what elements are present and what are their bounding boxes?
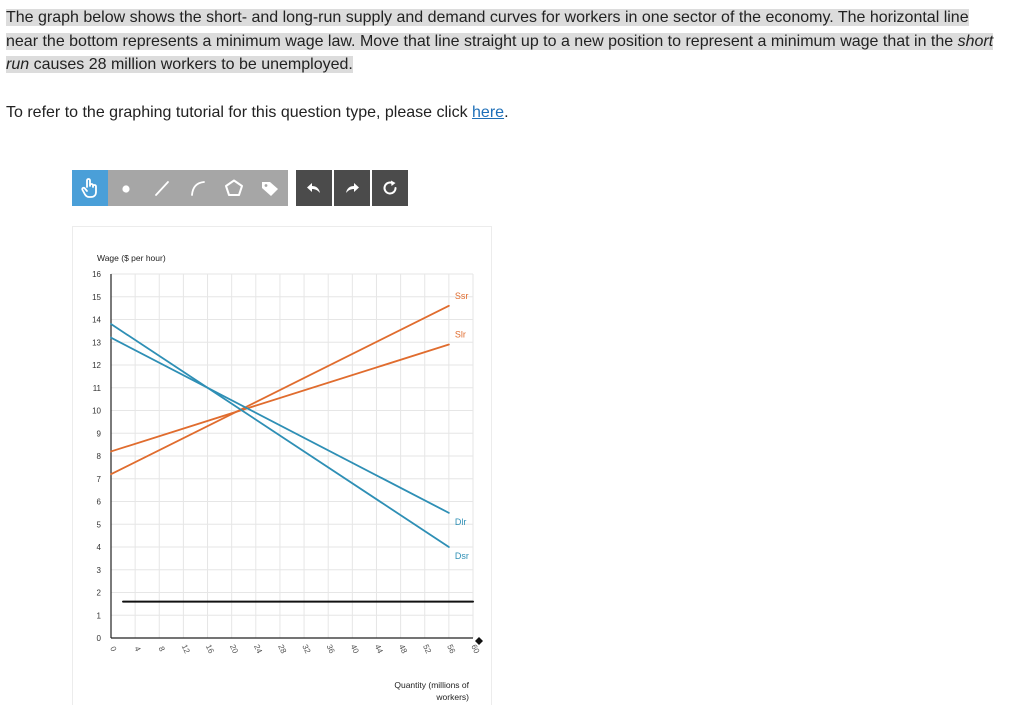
y-tick-label: 5 — [97, 520, 102, 529]
y-tick-label: 2 — [97, 589, 102, 598]
curve-dlr — [110, 336, 450, 514]
y-tick-label: 7 — [97, 475, 102, 484]
curve-label-dsr: Dsr — [455, 551, 469, 561]
hand-pointer-icon[interactable] — [72, 170, 108, 206]
reset-icon[interactable] — [372, 170, 408, 206]
question-emphasis: short run — [6, 32, 994, 74]
tutorial-prefix: To refer to the graphing tutorial for th… — [6, 104, 473, 121]
y-tick-label: 4 — [97, 543, 102, 552]
undo-icon[interactable] — [296, 170, 332, 206]
curve-icon[interactable] — [180, 170, 216, 206]
y-tick-label: 8 — [97, 452, 102, 461]
tutorial-note: To refer to the graphing tutorial for th… — [6, 102, 509, 124]
question-highlight: The graph below shows the short- and lon… — [6, 9, 994, 74]
y-tick-label: 15 — [92, 293, 101, 302]
redo-icon[interactable] — [334, 170, 370, 206]
graph-panel: 0 1 2 3 4 5 6 7 8 9 10 11 12 13 14 15 16 0 4 8 12 16 20 24 28 32 3… — [72, 226, 492, 705]
line-icon[interactable] — [144, 170, 180, 206]
curve-ssr — [110, 304, 450, 476]
label-tag-icon[interactable] — [252, 170, 288, 206]
tutorial-suffix: . — [504, 104, 509, 121]
polygon-icon[interactable] — [216, 170, 252, 206]
x-axis-title: Quantity (millions of — [394, 680, 469, 690]
y-tick-label: 0 — [97, 634, 102, 643]
question-part2: causes 28 million workers to be unemploy… — [29, 56, 353, 73]
curve-label-slr: Slr — [455, 330, 466, 340]
x-tick-label: 40 — [349, 643, 361, 655]
y-tick-label: 14 — [92, 316, 101, 325]
x-tick-label: 4 — [132, 645, 142, 653]
y-tick-label: 16 — [92, 270, 101, 279]
x-tick-label: 28 — [276, 643, 288, 655]
y-tick-label: 9 — [97, 429, 102, 438]
y-tick-label: 13 — [92, 338, 101, 347]
y-tick-label: 6 — [97, 498, 102, 507]
x-tick-label: 60 — [469, 643, 481, 655]
x-tick-label: 8 — [157, 645, 167, 653]
y-tick-label: 12 — [92, 361, 101, 370]
x-tick-label: 44 — [373, 643, 385, 655]
question-text: The graph below shows the short- and lon… — [6, 6, 996, 77]
x-tick-label: 12 — [180, 643, 192, 655]
curve-dsr — [110, 323, 450, 548]
y-tick-label: 11 — [93, 384, 102, 393]
curve-slr — [110, 343, 450, 453]
curve-label-ssr: Ssr — [455, 291, 469, 301]
x-tick-label: 32 — [300, 643, 312, 655]
y-axis-title: Wage ($ per hour) — [97, 253, 166, 263]
question-part1: The graph below shows the short- and lon… — [6, 9, 969, 50]
y-tick-label: 3 — [97, 566, 102, 575]
y-tick-label: 1 — [97, 611, 102, 620]
point-icon[interactable] — [108, 170, 144, 206]
drag-cursor-icon — [475, 637, 483, 645]
x-tick-label: 20 — [228, 643, 240, 655]
x-tick-label: 16 — [204, 643, 216, 655]
x-tick-label: 0 — [108, 645, 118, 653]
y-tick-label: 10 — [92, 407, 101, 416]
x-tick-label: 36 — [325, 643, 337, 655]
x-tick-label: 52 — [421, 643, 433, 655]
x-axis-title-line2: workers) — [435, 692, 469, 702]
tutorial-link[interactable]: here — [472, 104, 505, 121]
x-tick-label: 48 — [397, 643, 409, 655]
curve-label-dlr: Dlr — [455, 517, 467, 527]
x-tick-label: 56 — [445, 643, 457, 655]
x-tick-label: 24 — [252, 643, 264, 655]
